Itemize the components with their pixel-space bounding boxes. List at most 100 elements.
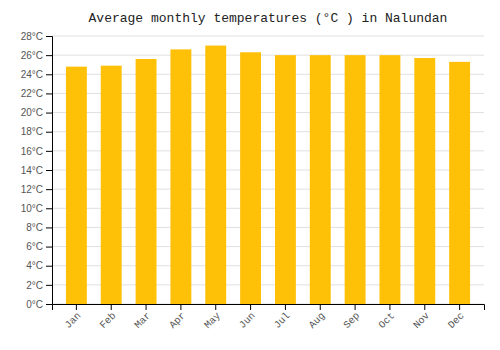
y-tick-mark [46, 189, 52, 190]
grid-line [52, 36, 484, 37]
x-axis: Jan Feb Mar Apr May Jun Jul Aug Sep Oct Nov Dec [53, 304, 485, 331]
y-axis: 0°C 2°C 4°C 6°C 8°C 10°C 12°C 14°C 16°C 18°C 20°C 2… [21, 31, 53, 310]
bar [310, 55, 331, 304]
grid-line [52, 55, 484, 56]
y-tick-label: 14°C [21, 165, 43, 176]
y-tick: 24°C [21, 69, 52, 80]
y-tick: 18°C [21, 126, 52, 137]
y-tick-mark [46, 74, 52, 75]
y-tick-label: 12°C [21, 184, 43, 195]
x-tick-mark [424, 304, 425, 310]
y-tick-mark [46, 227, 52, 228]
y-tick-mark [46, 208, 52, 209]
y-tick-mark [46, 151, 52, 152]
y-tick-label: 0°C [26, 299, 43, 310]
y-tick: 22°C [21, 88, 52, 99]
x-tick-label: Oct [376, 310, 397, 331]
y-tick: 14°C [21, 165, 52, 176]
y-tick: 20°C [21, 107, 52, 118]
y-tick-mark [46, 36, 52, 37]
x-tick: Aug [307, 304, 328, 331]
bar [66, 67, 87, 304]
y-tick-mark [46, 266, 52, 267]
x-tick-label: Mar [133, 310, 154, 331]
bar [275, 55, 296, 304]
y-tick-mark [46, 304, 52, 305]
y-tick-label: 6°C [26, 241, 43, 252]
x-tick-label: Feb [98, 310, 119, 331]
bar [449, 62, 470, 304]
x-tick: Mar [133, 304, 154, 331]
y-tick-mark [46, 247, 52, 248]
plot-area: 0°C 2°C 4°C 6°C 8°C 10°C 12°C 14°C 16°C 18°C 20°C 2… [21, 31, 485, 331]
x-tick-mark [389, 304, 390, 310]
y-tick-mark [46, 170, 52, 171]
y-tick: 4°C [26, 260, 52, 271]
y-tick-label: 22°C [21, 88, 43, 99]
x-tick-label: Jun [237, 310, 258, 331]
title: Average monthly temperatures (°C ) in Na… [89, 11, 448, 26]
x-tick: Apr [167, 304, 188, 331]
y-tick-label: 26°C [21, 50, 43, 61]
y-tick: 10°C [21, 203, 52, 214]
y-tick: 12°C [21, 184, 52, 195]
x-tick: Jul [272, 304, 293, 331]
y-tick-label: 8°C [26, 222, 43, 233]
x-tick: Nov [411, 304, 432, 331]
bar [101, 66, 122, 304]
y-tick-mark [46, 113, 52, 114]
y-tick-label: 20°C [21, 107, 43, 118]
bars [66, 46, 470, 304]
bar [414, 58, 435, 304]
y-tick-label: 4°C [26, 260, 43, 271]
bar [205, 46, 226, 304]
bar [379, 55, 400, 304]
y-tick: 2°C [26, 280, 52, 291]
x-tick-mark [146, 304, 147, 310]
x-tick-mark [180, 304, 181, 310]
y-tick-label: 10°C [21, 203, 43, 214]
y-tick: 8°C [26, 222, 52, 233]
y-tick: 28°C [21, 31, 52, 42]
grid [52, 36, 484, 304]
x-tick: Feb [98, 304, 119, 331]
x-tick-label: Apr [167, 310, 188, 331]
bar [170, 49, 191, 304]
x-tick-mark [76, 304, 77, 310]
x-tick-label: Jul [272, 310, 293, 331]
y-tick-mark [46, 132, 52, 133]
x-tick: Jan [63, 304, 84, 331]
y-tick-mark [46, 285, 52, 286]
y-tick-mark [46, 93, 52, 94]
x-tick: Oct [376, 304, 397, 331]
x-tick-mark [250, 304, 251, 310]
x-tick: May [202, 304, 223, 331]
x-tick-mark [459, 304, 460, 310]
x-tick-label: Aug [307, 310, 328, 331]
chart: 0°C 2°C 4°C 6°C 8°C 10°C 12°C 14°C 16°C 18°C 20°C 2… [0, 0, 500, 350]
y-tick-label: 18°C [21, 126, 43, 137]
x-tick-mark [285, 304, 286, 310]
y-tick-label: 16°C [21, 146, 43, 157]
bar [136, 59, 157, 304]
y-tick-label: 2°C [26, 280, 43, 291]
x-tick-label: Jan [63, 310, 84, 331]
x-tick-mark [111, 304, 112, 310]
y-tick-label: 28°C [21, 31, 43, 42]
x-tick-label: Sep [342, 310, 363, 331]
y-tick: 0°C [26, 299, 52, 310]
y-axis-line [46, 37, 53, 305]
x-tick-mark [355, 304, 356, 310]
x-tick: Sep [342, 304, 363, 331]
x-tick: Jun [237, 304, 258, 331]
bar [240, 52, 261, 304]
y-tick: 26°C [21, 50, 52, 61]
x-tick-label: Nov [411, 310, 432, 331]
y-tick-label: 24°C [21, 69, 43, 80]
y-tick: 16°C [21, 146, 52, 157]
y-tick-mark [46, 55, 52, 56]
x-tick: Dec [446, 304, 467, 331]
x-tick-mark [215, 304, 216, 310]
x-axis-line [53, 305, 485, 311]
bar [345, 55, 366, 304]
